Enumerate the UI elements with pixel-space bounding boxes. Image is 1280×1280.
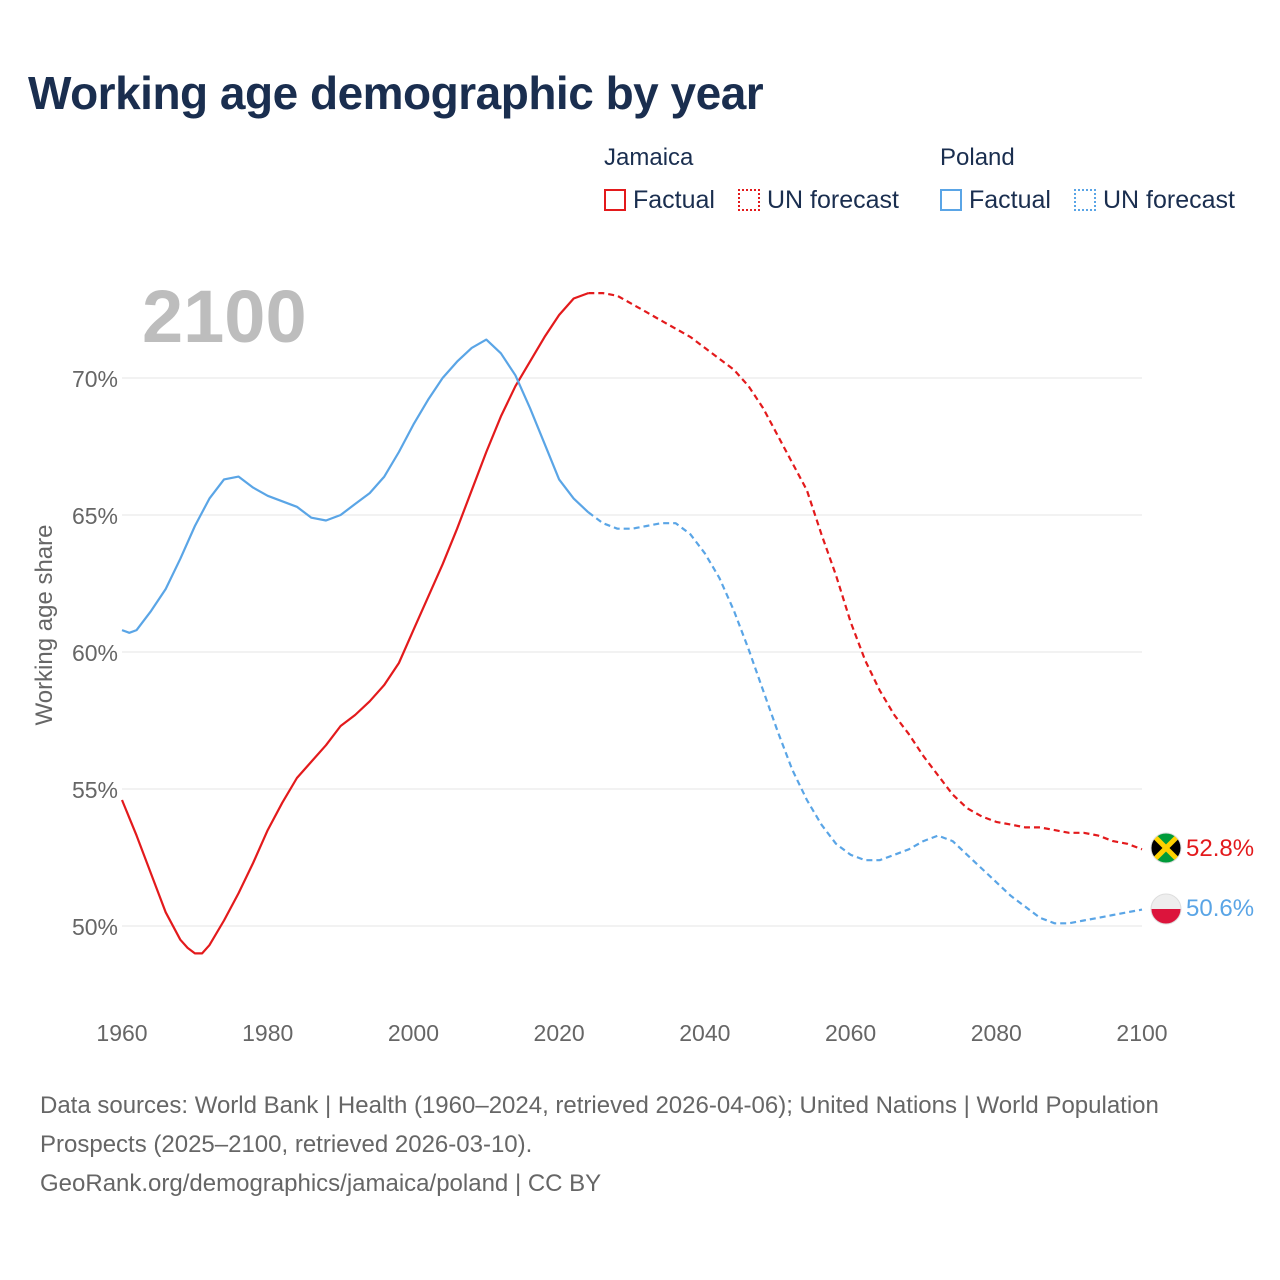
jamaica-end-value: 52.8%	[1186, 835, 1254, 862]
legend-label: Factual	[969, 185, 1051, 214]
legend-swatch-dotted-icon	[738, 189, 760, 211]
legend-label: UN forecast	[767, 185, 899, 214]
y-tick-label: 65%	[72, 503, 118, 529]
y-tick-label: 60%	[72, 640, 118, 666]
legend-swatch-dotted-icon	[1074, 189, 1096, 211]
axis-ticks: 50% 55% 60% 65% 70% 1960 1980 2000 2020 2040 2060 2…	[72, 366, 1168, 1046]
line-chart: 2100 50% 55% 60% 65% 70% 1960 1980 2000 2020 2040…	[31, 275, 1254, 1046]
jamaica-flag-icon	[1150, 832, 1182, 864]
chart-title: Working age demographic by year	[28, 67, 764, 119]
grid-lines	[122, 377, 1142, 927]
year-watermark: 2100	[142, 275, 307, 358]
attribution-link[interactable]: GeoRank.org/demographics/jamaica/poland …	[40, 1170, 602, 1197]
jamaica-forecast-line	[588, 292, 1143, 851]
data-sources-text: Data sources: World Bank | Health (1960–…	[40, 1092, 1159, 1158]
x-tick-label: 1980	[242, 1020, 293, 1046]
x-tick-label: 2040	[679, 1020, 730, 1046]
y-tick-label: 55%	[72, 777, 118, 803]
x-tick-label: 2060	[825, 1020, 876, 1046]
x-tick-label: 2000	[388, 1020, 439, 1046]
poland-end-value: 50.6%	[1186, 895, 1254, 922]
x-tick-label: 2100	[1116, 1020, 1167, 1046]
poland-factual-line	[121, 338, 590, 634]
jamaica-factual-line	[120, 292, 589, 955]
legend-swatch-solid-icon	[940, 189, 962, 211]
y-tick-label: 70%	[72, 366, 118, 392]
x-tick-label: 2020	[534, 1020, 585, 1046]
legend-label: Factual	[633, 185, 715, 214]
footer: Data sources: World Bank | Health (1960–…	[40, 1086, 1220, 1203]
x-tick-label: 2080	[971, 1020, 1022, 1046]
y-tick-label: 50%	[72, 914, 118, 940]
legend-label: UN forecast	[1103, 185, 1235, 214]
poland-forecast-line	[587, 511, 1143, 925]
legend-jamaica-forecast[interactable]: UN forecast	[738, 186, 899, 214]
legend-poland-title: Poland	[940, 144, 1015, 171]
series-lines	[120, 292, 1143, 955]
legend-jamaica-factual[interactable]: Factual	[604, 186, 715, 214]
legend-jamaica-title: Jamaica	[604, 144, 694, 171]
poland-flag-icon	[1150, 893, 1182, 925]
y-axis-label: Working age share	[31, 525, 58, 726]
x-tick-label: 1960	[96, 1020, 147, 1046]
legend-poland-factual[interactable]: Factual	[940, 186, 1051, 214]
legend-swatch-solid-icon	[604, 189, 626, 211]
legend-poland-forecast[interactable]: UN forecast	[1074, 186, 1235, 214]
